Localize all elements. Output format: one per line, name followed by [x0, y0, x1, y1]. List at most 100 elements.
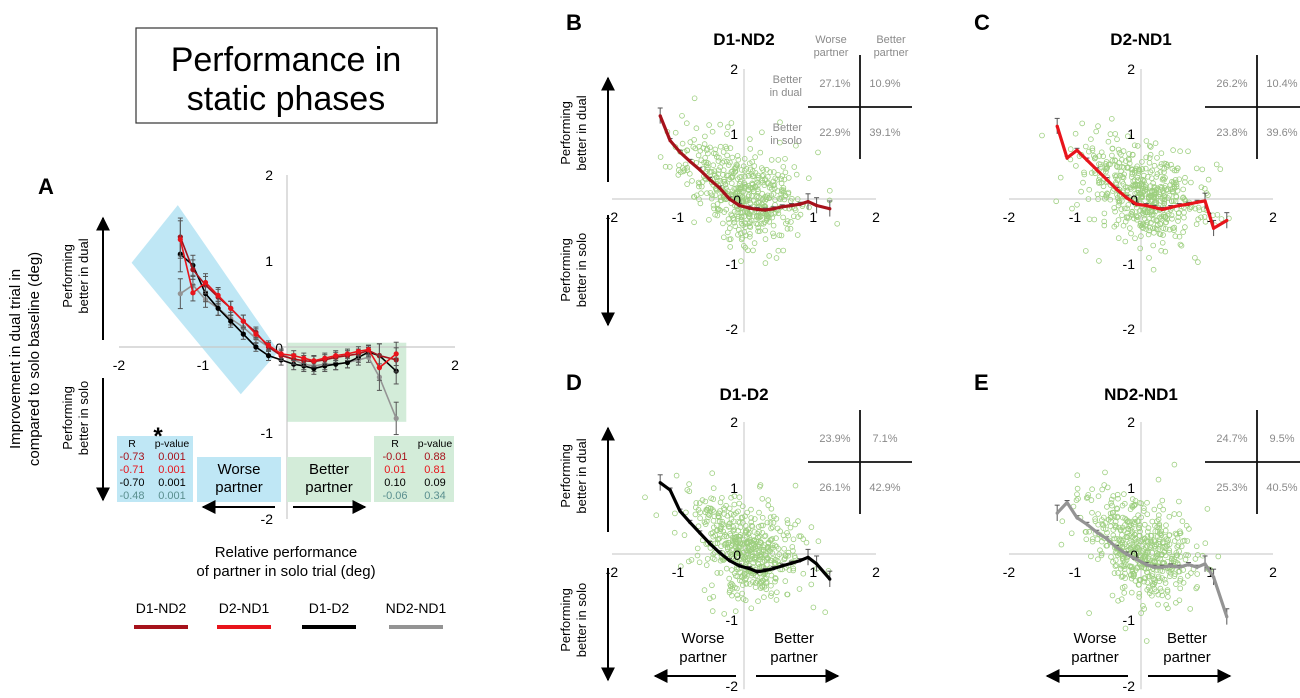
- series-point-D2-ND1: [228, 305, 234, 311]
- scatter-point: [720, 220, 726, 227]
- scatter-point: [723, 206, 729, 213]
- scatter-point: [1177, 241, 1184, 248]
- y-tick-label: -2: [726, 678, 739, 694]
- y-axis-title-line-2: compared to solo baseline (deg): [26, 252, 43, 466]
- scatter-point: [746, 529, 753, 536]
- scatter-point: [738, 220, 745, 227]
- stats-header-r: R: [128, 438, 136, 450]
- scatter-point: [1123, 158, 1129, 164]
- y-tick-label: -1: [726, 612, 739, 628]
- better-dual-line-2: better in dual: [76, 238, 91, 313]
- mean-point: [698, 168, 702, 172]
- worse-partner-box: Worse partner: [197, 457, 281, 502]
- scatter-point: [772, 175, 778, 182]
- scatter-point: [1098, 550, 1105, 557]
- scatter-point: [701, 519, 708, 525]
- scatter-point: [734, 153, 741, 159]
- scatter-point: [1163, 522, 1169, 528]
- scatter-point: [703, 562, 710, 568]
- scatter-point: [1185, 148, 1191, 155]
- scatter-point: [701, 141, 708, 147]
- scatter-point: [1155, 601, 1161, 608]
- scatter-point: [794, 196, 801, 202]
- mean-point: [1144, 203, 1148, 208]
- scatter-point: [732, 608, 739, 614]
- scatter-point: [776, 232, 783, 239]
- scatter-point: [697, 509, 703, 516]
- scatter-point: [698, 190, 704, 197]
- scatter-point: [1110, 532, 1117, 539]
- scatter-point: [677, 563, 684, 569]
- mean-point: [1152, 205, 1156, 210]
- scatter-point: [756, 483, 763, 490]
- scatter-point: [1181, 196, 1188, 203]
- scatter-point: [757, 149, 764, 156]
- scatter-point: [1086, 186, 1092, 193]
- scatter-point: [1193, 165, 1200, 172]
- scatter-point: [714, 540, 721, 546]
- scatter-point: [759, 495, 766, 502]
- scatter-point: [1182, 556, 1189, 563]
- scatter-point: [815, 538, 822, 544]
- y-tick-label: -1: [1123, 256, 1136, 272]
- scatter-point: [782, 156, 788, 162]
- scatter-point: [1113, 181, 1120, 188]
- scatter-point: [731, 526, 738, 533]
- scatter-point: [1124, 187, 1131, 194]
- scatter-point: [719, 494, 725, 501]
- scatter-point: [810, 604, 817, 611]
- mean-point: [806, 555, 810, 559]
- scatter-point: [728, 174, 734, 181]
- scatter-point: [1160, 232, 1166, 238]
- scatter-point: [696, 183, 702, 190]
- scatter-point: [1186, 526, 1192, 532]
- scatter-point: [693, 500, 700, 506]
- panel-a-chart: -2 -1 2 2 1 -1 -2 0: [113, 167, 459, 527]
- scatter-point: [721, 179, 728, 185]
- scatter-point: [1147, 537, 1154, 544]
- scatter-point: [1162, 580, 1169, 586]
- scatter-point: [749, 182, 755, 188]
- scatter-point: [800, 570, 807, 577]
- scatter-point: [741, 573, 748, 579]
- mean-point: [1186, 562, 1191, 567]
- x-axis-title-line-2: of partner in solo trial (deg): [196, 563, 375, 580]
- scatter-point: [758, 579, 764, 586]
- mean-point: [1195, 565, 1199, 569]
- scatter-point: [740, 582, 746, 588]
- scatter-point: [1160, 225, 1167, 232]
- scatter-point: [727, 510, 734, 517]
- quadrant-row-header: Better: [773, 122, 803, 134]
- scatter-point: [808, 524, 815, 530]
- scatter-point: [1139, 166, 1145, 172]
- mean-point: [658, 114, 662, 118]
- scatter-point: [1162, 248, 1169, 255]
- scatter-point: [1160, 213, 1167, 220]
- scatter-point: [1137, 532, 1143, 539]
- scatter-point: [1101, 210, 1108, 217]
- scatter-point: [1134, 217, 1140, 223]
- scatter-point: [689, 178, 695, 184]
- scatter-point: [1150, 576, 1157, 582]
- scatter-point: [706, 217, 712, 223]
- scatter-point: [762, 260, 769, 266]
- scatter-point: [747, 223, 753, 229]
- scatter-point: [1122, 238, 1129, 245]
- scatter-point: [734, 190, 740, 197]
- scatter-point: [1159, 592, 1165, 599]
- scatter-point: [1154, 552, 1160, 559]
- scatter-point: [1149, 188, 1156, 195]
- scatter-point: [1136, 525, 1143, 532]
- mean-point: [798, 202, 802, 206]
- scatter-point: [1141, 508, 1147, 514]
- scatter-point: [1138, 610, 1144, 616]
- scatter-point: [732, 168, 738, 175]
- series-point-D2-ND1: [355, 348, 361, 354]
- scatter-point: [1161, 576, 1168, 583]
- scatter-point: [1115, 146, 1122, 153]
- scatter-point: [768, 582, 774, 589]
- scatter-point: [1147, 544, 1153, 550]
- y-tick-label: 1: [1127, 480, 1135, 496]
- scatter-point: [770, 222, 777, 229]
